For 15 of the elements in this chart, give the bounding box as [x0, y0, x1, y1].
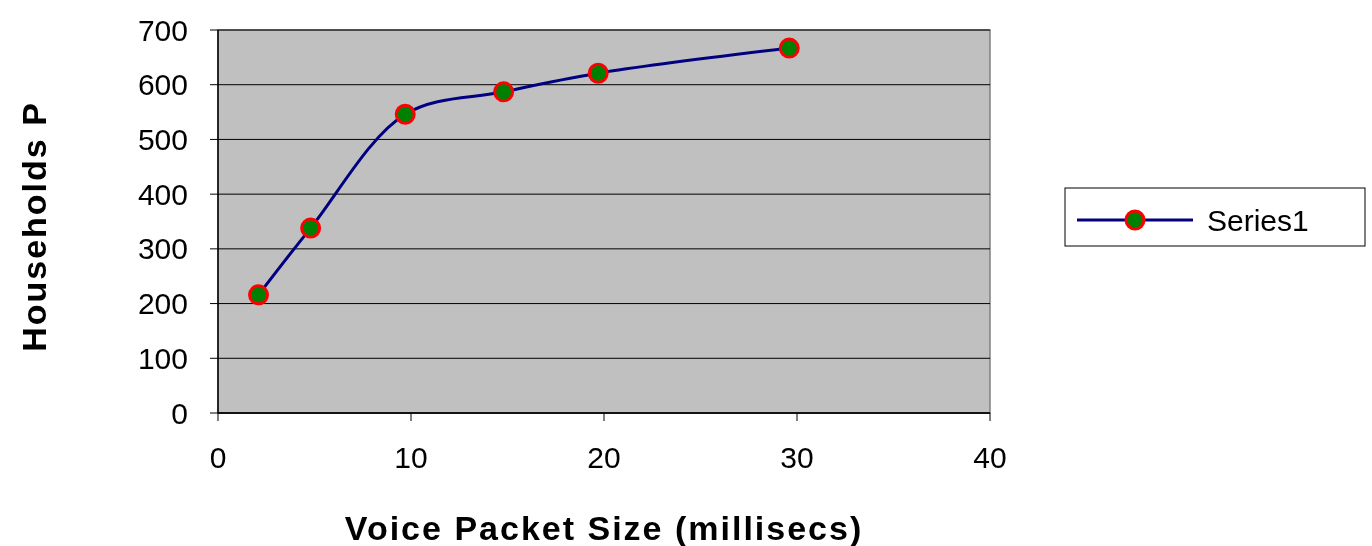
- legend-label: Series1: [1207, 203, 1309, 237]
- x-tick-label: 40: [973, 441, 1007, 474]
- y-axis-title: Households P: [15, 101, 53, 352]
- y-tick-label: 100: [137, 341, 188, 375]
- y-tick-label: 400: [137, 177, 188, 211]
- y-tick-label: 0: [171, 396, 188, 430]
- y-tick-label: 500: [137, 122, 188, 156]
- x-tick-label: 0: [209, 441, 227, 474]
- x-tick-label: 30: [780, 441, 814, 474]
- x-tick-label: 10: [394, 441, 428, 474]
- y-tick-label: 300: [137, 232, 188, 266]
- x-tick-label: 20: [587, 441, 621, 474]
- y-tick-label: 700: [137, 13, 188, 47]
- y-tick-label: 600: [137, 68, 188, 102]
- y-tick-label: 200: [137, 287, 188, 321]
